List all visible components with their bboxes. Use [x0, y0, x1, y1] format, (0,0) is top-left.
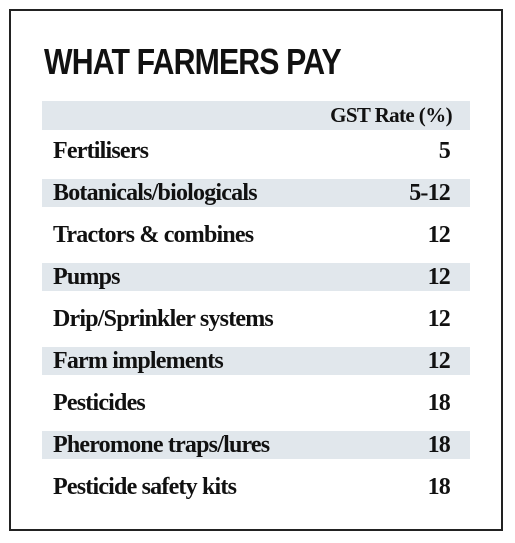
frame-notch-left [242, 11, 256, 27]
item-name: Pheromone traps/lures [53, 432, 270, 458]
gst-rate-value: 18 [427, 390, 451, 416]
gst-rate-value: 18 [427, 432, 451, 458]
item-name: Pumps [53, 264, 120, 290]
item-name: Botanicals/biologicals [53, 180, 258, 206]
table-row: Pumps 12 [42, 256, 470, 298]
table-row: Fertilisers 5 [42, 130, 470, 172]
table-header-row: GST Rate (%) [42, 101, 470, 130]
item-name: Pesticides [53, 390, 146, 416]
table-row: Pheromone traps/lures 18 [42, 424, 470, 466]
table-row: Drip/Sprinkler systems 12 [42, 298, 470, 340]
item-name: Farm implements [53, 348, 224, 374]
item-name: Drip/Sprinkler systems [53, 306, 274, 332]
item-name: Fertilisers [53, 138, 149, 164]
table-row: Farm implements 12 [42, 340, 470, 382]
table-row: Pesticide safety kits 18 [42, 466, 470, 508]
gst-rate-table: GST Rate (%) Fertilisers 5 Botanicals/bi… [42, 101, 470, 508]
item-name: Pesticide safety kits [53, 474, 237, 500]
frame-notch-right [281, 11, 295, 27]
table-row: Botanicals/biologicals 5-12 [42, 172, 470, 214]
item-name: Tractors & combines [53, 222, 254, 248]
gst-rate-column-header: GST Rate (%) [330, 103, 453, 127]
gst-rate-value: 12 [427, 222, 451, 248]
gst-rate-value: 12 [427, 348, 451, 374]
gst-rate-value: 5 [438, 138, 451, 164]
gst-rate-value: 12 [427, 264, 451, 290]
infobox-frame [9, 9, 503, 531]
infobox-title: WHAT FARMERS PAY [44, 41, 342, 82]
table-row: Tractors & combines 12 [42, 214, 470, 256]
table-row: Pesticides 18 [42, 382, 470, 424]
gst-rate-value: 5-12 [409, 180, 451, 206]
gst-rate-value: 12 [427, 306, 451, 332]
gst-rate-value: 18 [427, 474, 451, 500]
